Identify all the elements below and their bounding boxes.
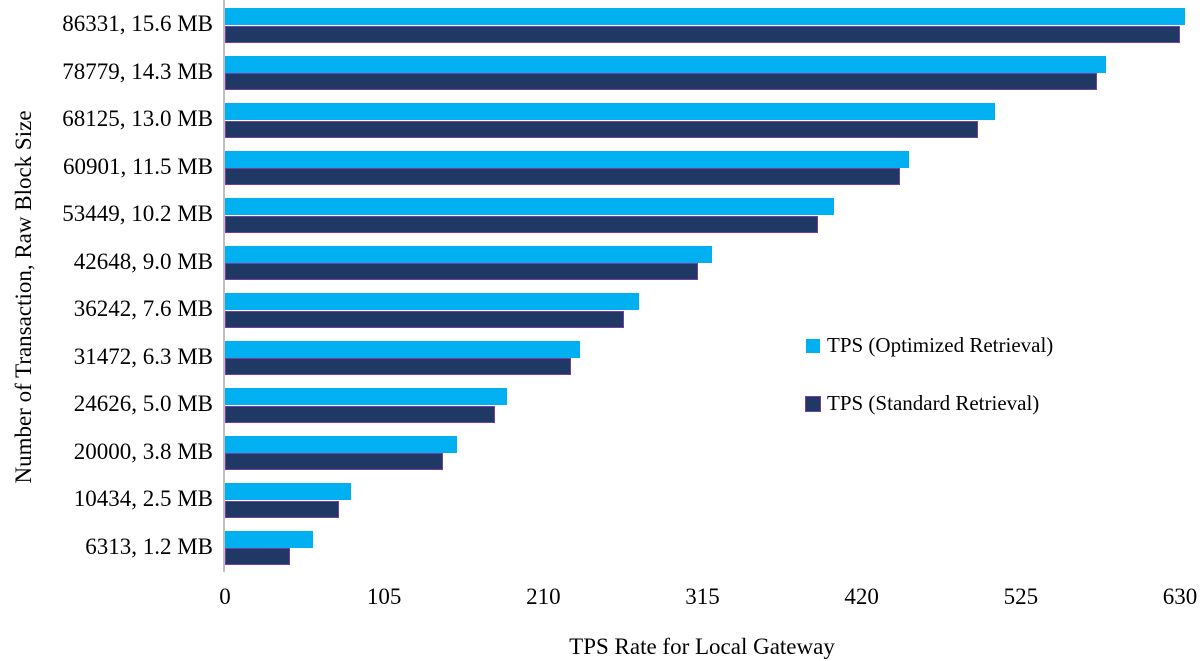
- bar-optimized-5: [225, 245, 712, 263]
- bar-optimized-0: [225, 8, 1185, 25]
- bar-optimized-8: [225, 388, 507, 405]
- bar-optimized-7: [225, 340, 580, 358]
- x-tick-label-5: 525: [1003, 584, 1039, 609]
- x-tick-label-4: 420: [844, 584, 879, 609]
- bar-standard-3: [225, 168, 900, 185]
- category-label-3: 60901, 11.5 MB: [63, 153, 213, 179]
- legend-swatch-standard-icon: [806, 396, 820, 411]
- bar-optimized-1: [225, 55, 1106, 73]
- bar-standard-6: [225, 310, 624, 328]
- category-label-2: 68125, 13.0 MB: [62, 106, 213, 131]
- bar-optimized-3: [225, 150, 909, 168]
- category-label-9: 20000, 3.8 MB: [73, 438, 213, 464]
- category-label-6: 36242, 7.6 MB: [73, 296, 213, 321]
- x-tick-label-1: 105: [366, 584, 402, 609]
- category-label-11: 6313, 1.2 MB: [85, 533, 213, 559]
- bar-optimized-6: [225, 293, 639, 310]
- legend-label-optimized: TPS (Optimized Retrieval): [827, 333, 1054, 357]
- bar-standard-0: [225, 25, 1180, 43]
- bar-standard-11: [225, 548, 291, 565]
- category-label-4: 53449, 10.2 MB: [62, 201, 213, 226]
- bar-optimized-11: [225, 530, 313, 548]
- legend-item-optimized: TPS (Optimized Retrieval): [806, 333, 1053, 358]
- x-tick-label-6: 630: [1162, 584, 1198, 609]
- bar-standard-8: [225, 405, 495, 423]
- bar-optimized-10: [225, 483, 351, 500]
- bar-standard-2: [225, 120, 979, 138]
- bar-optimized-4: [225, 198, 835, 215]
- category-label-0: 86331, 15.6 MB: [62, 11, 213, 36]
- category-label-10: 10434, 2.5 MB: [73, 486, 213, 511]
- bar-standard-9: [225, 453, 444, 470]
- category-label-1: 78779, 14.3 MB: [62, 58, 213, 84]
- legend-swatch-optimized-icon: [806, 338, 820, 353]
- x-tick-label-3: 315: [685, 584, 720, 609]
- bar-standard-10: [225, 500, 339, 518]
- bar-standard-1: [225, 73, 1097, 90]
- legend-item-standard: TPS (Standard Retrieval): [806, 391, 1053, 416]
- x-tick-label-0: 0: [219, 584, 231, 609]
- x-tick-label-2: 210: [526, 584, 561, 609]
- bar-standard-7: [225, 358, 571, 375]
- y-axis-line: [223, 0, 225, 572]
- legend-label-standard: TPS (Standard Retrieval): [827, 391, 1040, 415]
- legend: TPS (Optimized Retrieval) TPS (Standard …: [806, 333, 1053, 416]
- category-label-5: 42648, 9.0 MB: [73, 248, 213, 274]
- category-label-7: 31472, 6.3 MB: [73, 343, 213, 369]
- x-axis-title: TPS Rate for Local Gateway: [569, 634, 835, 659]
- category-label-8: 24626, 5.0 MB: [73, 391, 213, 416]
- bar-optimized-2: [225, 103, 996, 120]
- bar-standard-5: [225, 263, 698, 280]
- bar-standard-4: [225, 215, 818, 233]
- bar-optimized-9: [225, 435, 457, 453]
